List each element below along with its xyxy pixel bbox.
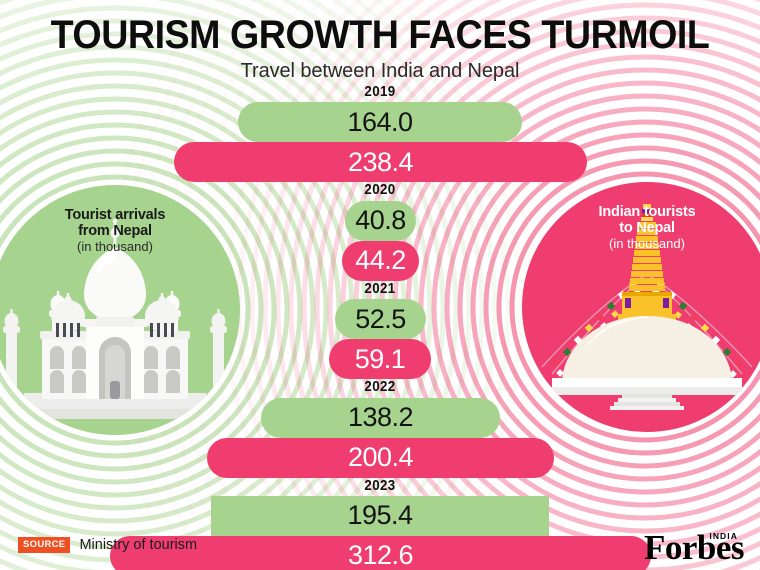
bar-group-2020: 2020 40.8 44.2 — [0, 182, 760, 281]
bar-row-green: 164.0 — [0, 102, 760, 143]
bar-pink-2021: 59.1 — [329, 339, 431, 380]
bar-value-label: 52.5 — [355, 303, 406, 334]
footer: SOURCE Ministry of tourism INDIA Forbes — [0, 528, 760, 570]
year-label: 2019 — [364, 84, 396, 100]
boudhanath-stupa-icon — [541, 204, 753, 410]
bar-value-label: 138.2 — [347, 402, 414, 433]
page-title: TOURISM GROWTH FACES TURMOIL — [50, 13, 710, 57]
bar-value-label: 164.0 — [347, 106, 413, 137]
bar-green-2019: 164.0 — [238, 102, 522, 143]
bar-row-pink: 238.4 — [0, 142, 760, 183]
year-label: 2021 — [364, 280, 396, 297]
year-label: 2023 — [364, 477, 396, 494]
bar-value-label: 238.4 — [347, 146, 414, 177]
forbes-india-logo: INDIA Forbes — [644, 530, 745, 565]
bar-value-label: 44.2 — [355, 245, 406, 276]
source-line: SOURCE Ministry of tourism — [18, 537, 197, 553]
bar-green-2021: 52.5 — [335, 299, 426, 340]
year-label: 2022 — [364, 379, 396, 396]
panel-indian-tourists-to-nepal: Indian tourists to Nepal (in thousand) — [522, 182, 760, 432]
bar-group-2021: 2021 52.5 59.1 — [0, 280, 760, 380]
bar-value-label: 195.4 — [347, 500, 413, 531]
bar-pink-2022: 200.4 — [207, 437, 554, 478]
bar-pink-2019: 238.4 — [174, 142, 587, 183]
bar-chart: 2019 164.0 238.4 2020 40.8 44.2 2021 52.5 59.1 20… — [0, 84, 760, 570]
forbes-india-sup: INDIA — [709, 531, 738, 541]
bar-row-pink: 44.2 — [0, 240, 760, 281]
source-badge: SOURCE — [18, 537, 71, 553]
bar-green-2022: 138.2 — [261, 397, 500, 438]
bar-row-green: 40.8 — [0, 200, 760, 241]
bar-green-2020: 40.8 — [345, 200, 416, 241]
bar-pink-2020: 44.2 — [342, 240, 419, 281]
bar-group-2022: 2022 138.2 200.4 — [0, 379, 760, 478]
bar-row-green: 52.5 — [0, 299, 760, 340]
bar-row-pink: 59.1 — [0, 339, 760, 380]
bar-group-2019: 2019 164.0 238.4 — [0, 84, 760, 183]
year-label: 2020 — [364, 182, 396, 199]
source-text: Ministry of tourism — [79, 537, 198, 553]
bar-row-green: 138.2 — [0, 397, 760, 438]
bar-value-label: 59.1 — [354, 343, 406, 374]
bar-row-pink: 200.4 — [0, 437, 760, 478]
panel-tourist-arrivals-from-nepal: Tourist arrivals from Nepal (in thousand… — [0, 185, 240, 435]
bar-value-label: 200.4 — [347, 442, 414, 473]
page-subtitle: Travel between India and Nepal — [240, 60, 520, 82]
header: TOURISM GROWTH FACES TURMOIL Travel betw… — [0, 0, 760, 83]
taj-mahal-icon — [3, 218, 227, 419]
bar-value-label: 40.8 — [355, 205, 406, 236]
